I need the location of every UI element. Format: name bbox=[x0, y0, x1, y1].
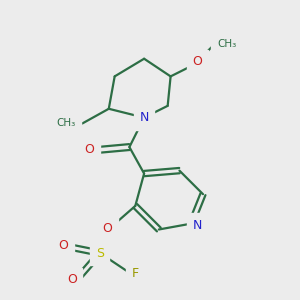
Text: N: N bbox=[192, 219, 202, 232]
Text: O: O bbox=[58, 239, 68, 252]
Text: O: O bbox=[192, 55, 202, 68]
Text: O: O bbox=[67, 273, 77, 286]
Text: S: S bbox=[96, 247, 104, 260]
Text: F: F bbox=[132, 267, 139, 280]
Text: O: O bbox=[102, 221, 112, 235]
Text: N: N bbox=[140, 111, 149, 124]
Text: CH₃: CH₃ bbox=[217, 39, 236, 49]
Text: CH₃: CH₃ bbox=[56, 118, 76, 128]
Text: O: O bbox=[85, 143, 94, 157]
